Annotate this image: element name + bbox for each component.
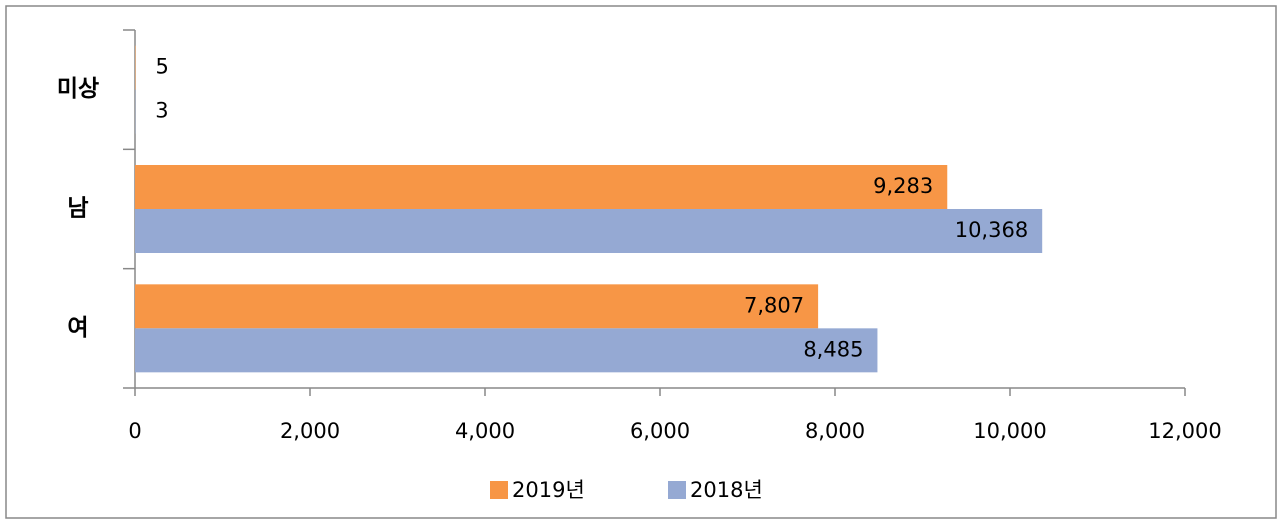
legend-label: 2019년 <box>512 478 585 502</box>
bar <box>135 165 948 209</box>
legend-swatch <box>668 481 686 499</box>
legend-swatch <box>490 481 508 499</box>
legend-label: 2018년 <box>690 478 763 502</box>
bar <box>135 328 878 373</box>
value-label: 8,485 <box>803 337 863 361</box>
category-label: 여 <box>67 315 88 341</box>
value-label: 3 <box>155 99 168 123</box>
bar <box>135 209 1043 253</box>
category-label: 남 <box>67 196 88 222</box>
category-label: 미상 <box>57 76 99 102</box>
x-tick-label: 10,000 <box>973 419 1046 443</box>
value-label: 10,368 <box>955 218 1028 242</box>
x-tick-label: 0 <box>128 419 141 443</box>
x-tick-label: 6,000 <box>630 419 690 443</box>
bar <box>135 284 819 329</box>
x-tick-label: 12,000 <box>1148 419 1221 443</box>
value-label: 5 <box>155 55 168 79</box>
chart-frame <box>5 5 1277 519</box>
x-tick-label: 2,000 <box>280 419 340 443</box>
x-tick-label: 8,000 <box>805 419 865 443</box>
value-label: 9,283 <box>873 174 933 198</box>
value-label: 7,807 <box>744 293 804 317</box>
x-tick-label: 4,000 <box>455 419 515 443</box>
